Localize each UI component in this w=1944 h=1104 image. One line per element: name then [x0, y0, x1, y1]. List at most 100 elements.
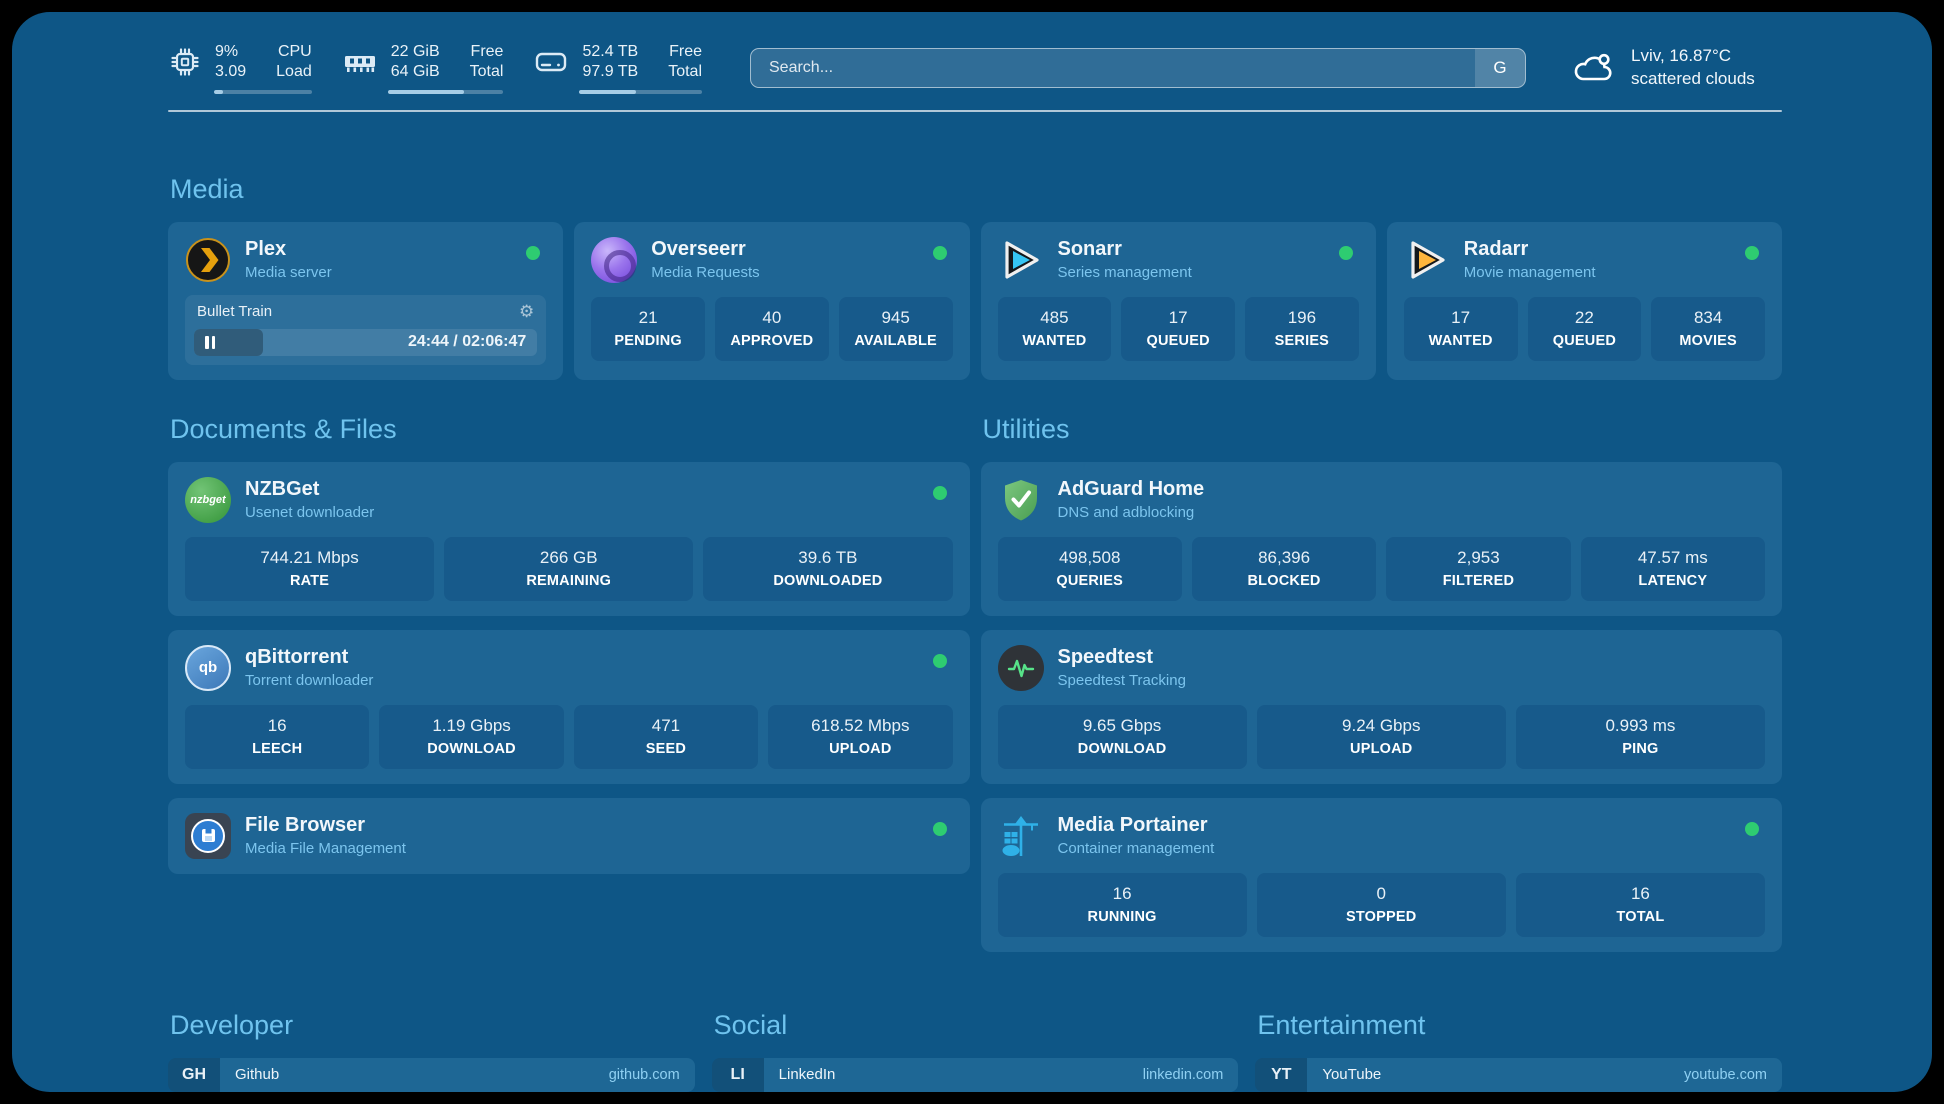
portainer-title: Media Portainer	[1057, 814, 1208, 837]
stat-tile: 21 PENDING	[591, 296, 705, 361]
cpu-load-value: 3.09	[215, 63, 247, 81]
overseerr-status-dot	[932, 245, 947, 260]
stat-label: PENDING	[614, 332, 682, 349]
stat-value: 16	[1112, 883, 1132, 903]
memory-icon	[342, 45, 378, 79]
stat-value: 21	[638, 307, 658, 327]
stat-label: RUNNING	[1087, 908, 1157, 925]
stat-label: BLOCKED	[1247, 572, 1321, 589]
stat-tile: 945 AVAILABLE	[838, 296, 953, 361]
card-portainer[interactable]: Media Portainer Container management 16 …	[980, 797, 1782, 952]
disk-progress-bar	[579, 89, 702, 94]
header-divider	[168, 109, 1782, 112]
sonarr-icon	[998, 237, 1044, 283]
weather-location-temp: Lviv, 16.87°C	[1631, 46, 1732, 66]
plex-status-dot	[526, 245, 541, 260]
stat-label: MOVIES	[1679, 332, 1737, 349]
middle-columns: Documents & Files nzbget NZBGet Usenet d…	[168, 414, 1782, 952]
system-stats: 9% 3.09 CPU Load	[168, 42, 702, 94]
cpu-usage: 9%	[215, 43, 239, 60]
card-sonarr[interactable]: Sonarr Series management 485 WANTED 17 Q…	[980, 221, 1376, 380]
stat-tile: 834 MOVIES	[1651, 296, 1765, 361]
portainer-subtitle: Container management	[1057, 840, 1215, 858]
stat-tile: 16 TOTAL	[1515, 872, 1765, 937]
cpu-stat: 9% 3.09 CPU Load	[168, 42, 312, 94]
nzbget-subtitle: Usenet downloader	[245, 504, 375, 522]
card-adguard[interactable]: AdGuard Home DNS and adblocking 498,508 …	[980, 461, 1782, 616]
card-speedtest[interactable]: Speedtest Speedtest Tracking 9.65 Gbps D…	[980, 629, 1782, 784]
stat-value: 266 GB	[539, 547, 598, 567]
qbittorrent-status-dot	[932, 653, 947, 668]
qbittorrent-subtitle: Torrent downloader	[245, 672, 374, 690]
portainer-icon	[998, 813, 1044, 859]
card-qbittorrent[interactable]: qb qBittorrent Torrent downloader 16 LEE…	[168, 629, 970, 784]
bookmark-group-developer: Developer GH Github github.com SO StackO…	[168, 1010, 695, 1092]
filebrowser-subtitle: Media File Management	[245, 840, 406, 858]
bookmark-linkedin[interactable]: LI LinkedIn linkedin.com	[711, 1057, 1239, 1092]
stat-tile: 744.21 Mbps RATE	[185, 536, 435, 601]
stat-label: AVAILABLE	[854, 332, 937, 349]
nzbget-icon: nzbget	[185, 476, 231, 523]
stat-label: DOWNLOAD	[427, 740, 516, 757]
stat-value: 0	[1376, 883, 1386, 903]
stat-label: REMAINING	[526, 572, 612, 589]
memory-free-label: Free	[470, 43, 504, 60]
card-plex[interactable]: Plex Media server Bullet Train ⚙ 24:44 /…	[168, 221, 564, 380]
sonarr-subtitle: Series management	[1057, 264, 1192, 282]
stat-label: WANTED	[1022, 332, 1087, 349]
stat-tile: 40 APPROVED	[715, 296, 829, 361]
section-documents: Documents & Files nzbget NZBGet Usenet d…	[168, 414, 970, 874]
stat-value: 2,953	[1457, 547, 1500, 567]
filebrowser-title: File Browser	[245, 814, 366, 837]
stat-label: STOPPED	[1346, 908, 1417, 925]
memory-progress-bar	[387, 89, 504, 94]
stat-value: 22	[1574, 307, 1594, 327]
card-nzbget[interactable]: nzbget NZBGet Usenet downloader 744.21 M…	[168, 461, 970, 616]
disk-free: 52.4 TB	[582, 43, 639, 60]
stat-value: 16	[267, 715, 287, 735]
stat-tile: 266 GB REMAINING	[444, 536, 694, 601]
overseerr-title: Overseerr	[651, 238, 746, 261]
bookmark-abbr: GH	[168, 1057, 220, 1092]
memory-total: 64 GiB	[390, 63, 440, 81]
playback-progress-bar: 24:44 / 02:06:47	[194, 328, 538, 356]
bookmark-youtube[interactable]: YT YouTube youtube.com	[1255, 1057, 1782, 1092]
stat-tile: 485 WANTED	[997, 296, 1112, 361]
pause-button[interactable]	[205, 335, 215, 349]
card-filebrowser[interactable]: File Browser Media File Management	[168, 797, 970, 874]
stat-tile: 1.19 Gbps DOWNLOAD	[379, 704, 564, 769]
card-overseerr[interactable]: Overseerr Media Requests 21 PENDING 40 A…	[574, 221, 970, 380]
search-engine-button[interactable]: G	[1475, 48, 1525, 87]
bookmark-url: youtube.com	[1683, 1066, 1767, 1083]
search-input[interactable]	[751, 48, 1475, 87]
stat-tile: 22 QUEUED	[1527, 296, 1642, 361]
stat-value: 16	[1630, 883, 1650, 903]
stat-label: LATENCY	[1638, 572, 1708, 589]
bookmark-url: linkedin.com	[1142, 1066, 1224, 1083]
stat-value: 9.24 Gbps	[1342, 715, 1421, 735]
radarr-title: Radarr	[1463, 238, 1529, 261]
cpu-label: CPU	[277, 43, 312, 60]
section-title-entertainment: Entertainment	[1257, 1009, 1426, 1040]
stat-label: APPROVED	[730, 332, 814, 349]
section-title-social: Social	[713, 1009, 788, 1040]
adguard-icon	[998, 477, 1044, 523]
bookmark-name: Github	[235, 1066, 280, 1084]
speedtest-icon	[997, 644, 1044, 691]
section-title-utilities: Utilities	[982, 413, 1070, 444]
plex-title: Plex	[245, 238, 287, 261]
disk-free-label: Free	[669, 43, 702, 60]
gear-icon[interactable]: ⚙	[519, 301, 535, 321]
stat-label: DOWNLOAD	[1077, 740, 1167, 757]
stat-value: 945	[881, 307, 910, 327]
bookmark-abbr: LI	[711, 1057, 764, 1092]
memory-free: 22 GiB	[390, 43, 440, 60]
bookmark-github[interactable]: GH Github github.com	[168, 1057, 695, 1092]
section-utilities: Utilities	[980, 413, 1782, 952]
stat-value: 17	[1168, 307, 1188, 327]
stat-label: SERIES	[1274, 332, 1330, 349]
section-title-documents: Documents & Files	[170, 413, 397, 444]
weather-widget[interactable]: Lviv, 16.87°C scattered clouds	[1570, 45, 1782, 91]
card-radarr[interactable]: Radarr Movie management 17 WANTED 22 QUE…	[1386, 221, 1782, 380]
stat-tile: 196 SERIES	[1245, 296, 1359, 361]
